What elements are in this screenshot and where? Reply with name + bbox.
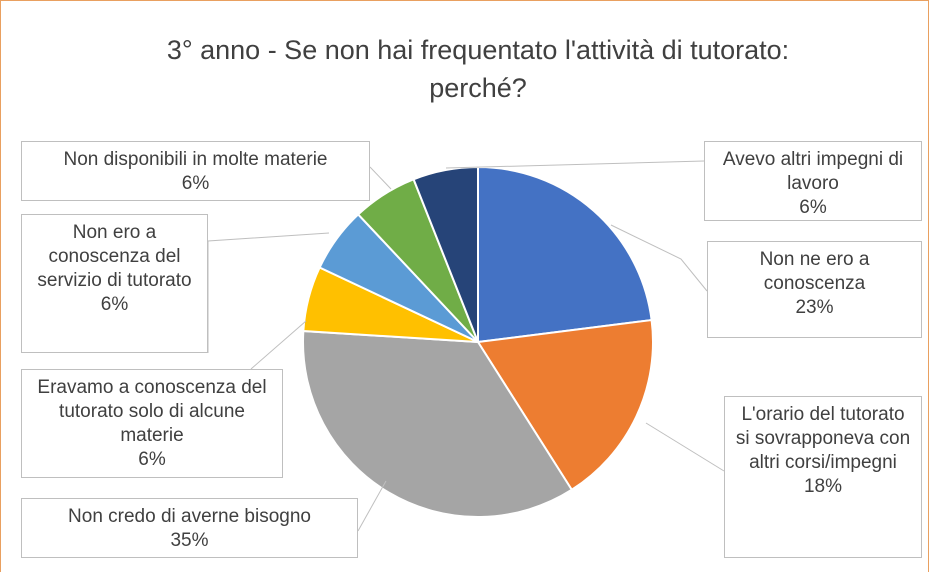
data-label: Non ero a conoscenza del servizio di tut…	[21, 214, 208, 353]
data-label: Avevo altri impegni di lavoro 6%	[704, 141, 922, 221]
value-label: 18%	[803, 476, 843, 497]
category-label: Non disponibili in molte materie	[63, 149, 328, 170]
leader-line	[610, 224, 708, 292]
pie-slice	[476, 318, 654, 492]
category-label: Non ne ero a conoscenza	[759, 249, 870, 294]
leader-lines	[207, 160, 725, 532]
data-label: Eravamo a conoscenza del tutorato solo d…	[21, 369, 283, 478]
leader-line	[369, 166, 392, 190]
data-label: Non ne ero a conoscenza 23%	[707, 241, 922, 338]
value-label: 6%	[181, 173, 210, 194]
category-label: Eravamo a conoscenza del tutorato solo d…	[37, 377, 267, 446]
category-label: Non credo di averne bisogno	[68, 506, 311, 527]
leader-line	[645, 422, 725, 472]
value-label: 35%	[170, 530, 209, 551]
value-label: 23%	[795, 297, 834, 318]
pie-slice	[477, 165, 653, 344]
pie-slice	[302, 329, 574, 518]
leader-line	[250, 320, 307, 370]
data-label: Non credo di averne bisogno 35%	[21, 498, 358, 558]
data-label: L'orario del tutorato si sovrapponeva co…	[724, 396, 922, 558]
value-label: 6%	[799, 197, 827, 218]
category-label: Non ero a conoscenza del servizio di tut…	[37, 222, 192, 291]
category-label: Avevo altri impegni di lavoro	[722, 149, 904, 194]
leader-line	[445, 160, 705, 169]
chart-title: 3° anno - Se non hai frequentato l'attiv…	[166, 35, 790, 103]
value-label: 6%	[100, 294, 129, 315]
category-label: L'orario del tutorato si sovrapponeva co…	[735, 404, 911, 473]
value-label: 6%	[138, 449, 166, 470]
data-label: Non disponibili in molte materie 6%	[21, 141, 370, 201]
leader-line	[207, 232, 330, 353]
leader-line	[357, 480, 387, 532]
